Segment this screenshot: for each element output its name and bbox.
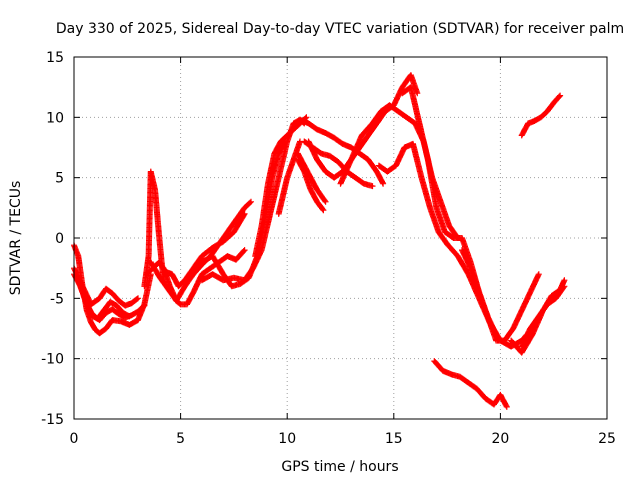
- data-point: [556, 93, 563, 100]
- data-point: [369, 183, 376, 190]
- series-arc-13: [294, 156, 327, 214]
- series-arc-24: [518, 283, 568, 350]
- data-point: [561, 277, 568, 284]
- series-arc-8: [160, 247, 248, 308]
- x-tick-label: 20: [491, 431, 509, 447]
- axes: 0 5 10 15 20 25 -15 -10 -5 0 5 10 15: [41, 50, 616, 447]
- series-arc-10: [198, 116, 308, 284]
- series-arc-22: [459, 247, 542, 344]
- y-tick-label: 0: [55, 231, 64, 247]
- data-point: [134, 296, 140, 302]
- data-point: [248, 198, 254, 205]
- x-tick-label: 10: [278, 431, 296, 447]
- x-tick-label: 5: [176, 431, 185, 447]
- y-tick-label: 10: [46, 110, 64, 126]
- y-tick-label: -15: [41, 412, 64, 428]
- y-tick-label: 5: [55, 171, 64, 187]
- series-arc-12: [275, 138, 303, 217]
- data-point: [322, 198, 329, 205]
- data-point: [240, 248, 247, 254]
- data-point: [503, 403, 510, 410]
- series-arc-4: [75, 277, 133, 322]
- data-point: [319, 206, 326, 213]
- data-point: [380, 180, 387, 187]
- data-point: [560, 284, 567, 291]
- y-axis-label: SDTVAR / TECUs: [8, 181, 24, 296]
- data-point: [535, 271, 542, 278]
- grid: [74, 57, 607, 419]
- y-tick-label: -5: [50, 291, 64, 307]
- data-point: [126, 313, 133, 320]
- y-tick-label: 15: [46, 50, 64, 66]
- data-point: [247, 199, 253, 206]
- data-point: [140, 303, 147, 310]
- x-tick-label: 15: [385, 431, 403, 447]
- series-arc-26: [518, 92, 564, 139]
- data-layer: [71, 72, 568, 410]
- x-tick-label: 25: [598, 431, 616, 447]
- series-arc-11: [252, 114, 310, 260]
- data-point: [320, 207, 327, 214]
- series-arc-25: [431, 358, 510, 410]
- data-point: [241, 247, 248, 254]
- y-tick-label: -10: [41, 352, 64, 368]
- data-point: [321, 197, 328, 204]
- series-arc-14: [294, 150, 329, 205]
- data-point: [303, 114, 310, 121]
- chart-title: Day 330 of 2025, Sidereal Day-to-day VTE…: [56, 21, 624, 37]
- x-tick-label: 0: [70, 431, 79, 447]
- x-axis-label: GPS time / hours: [281, 459, 398, 475]
- data-point: [141, 302, 148, 309]
- data-point: [557, 92, 564, 99]
- data-point: [135, 295, 141, 302]
- data-point: [561, 283, 568, 290]
